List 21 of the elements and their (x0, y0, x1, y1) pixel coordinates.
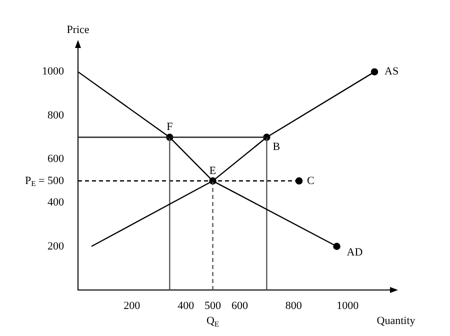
annotation: E (209, 164, 216, 177)
x-axis-title: Quantity (376, 314, 416, 327)
y-axis-title: Price (66, 24, 90, 36)
annotation: B (272, 141, 280, 154)
y-tick-label: 400 (48, 196, 64, 209)
x-tick-label: 200 (124, 300, 141, 312)
series-label: AD (346, 246, 363, 258)
annotation: C (307, 174, 314, 187)
y-tick-label: 200 (48, 240, 64, 252)
series-label: AS (384, 66, 399, 78)
point (370, 68, 378, 76)
x-tick-label: 600 (231, 300, 248, 312)
y-tick-label: 600 (48, 152, 64, 165)
x-tick-label: 400 (178, 300, 195, 312)
x-tick-label: 800 (285, 300, 302, 312)
point (295, 177, 303, 185)
x-tick-label: 1000 (336, 300, 360, 312)
point (333, 242, 340, 250)
y-tick-label: 1000 (42, 66, 64, 78)
annotation: F (166, 121, 173, 134)
y-tick-label: 800 (48, 109, 64, 122)
